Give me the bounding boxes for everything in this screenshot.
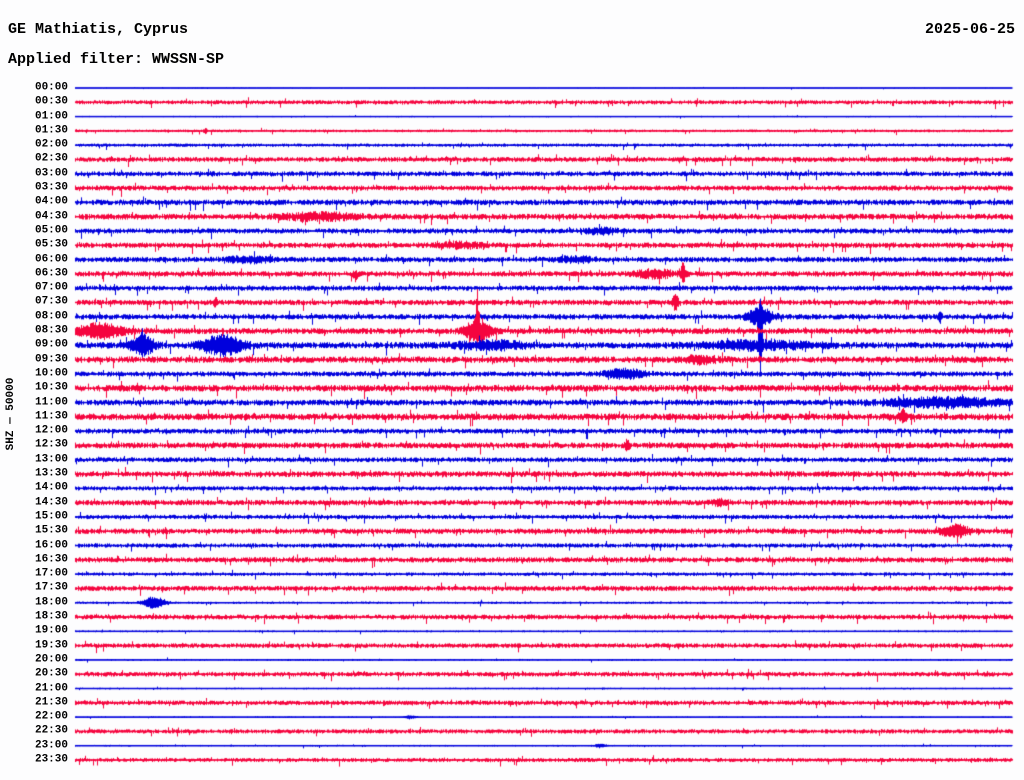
- time-label: 02:00: [34, 138, 68, 151]
- time-label: 06:00: [34, 253, 68, 266]
- time-label: 02:30: [34, 152, 68, 165]
- time-label: 23:30: [34, 753, 68, 766]
- time-label: 04:00: [34, 195, 68, 208]
- time-label: 21:00: [34, 682, 68, 695]
- applied-filter-label: Applied filter: WWSSN-SP: [8, 51, 225, 68]
- time-label: 00:00: [34, 81, 68, 94]
- time-label: 22:00: [34, 710, 68, 723]
- plot-date: 2025-06-25: [924, 21, 1015, 38]
- time-label: 11:00: [34, 396, 68, 409]
- time-label: 14:00: [34, 481, 68, 494]
- time-label: 04:30: [34, 210, 68, 223]
- time-axis-labels: 00:00 00:30 01:00 01:30 02:00 02:30 03:00 03:30…: [0, 0, 70, 780]
- time-label: 21:30: [34, 696, 68, 709]
- time-label: 12:30: [34, 438, 68, 451]
- time-label: 08:30: [34, 324, 68, 337]
- time-label: 16:30: [34, 553, 68, 566]
- time-label: 03:30: [34, 181, 68, 194]
- time-label: 09:30: [34, 353, 68, 366]
- time-label: 05:00: [34, 224, 68, 237]
- time-label: 15:00: [34, 510, 68, 523]
- time-label: 20:00: [34, 653, 68, 666]
- time-label: 19:30: [34, 639, 68, 652]
- time-label: 15:30: [34, 524, 68, 537]
- time-label: 06:30: [34, 267, 68, 280]
- time-label: 08:00: [34, 310, 68, 323]
- time-label: 10:30: [34, 381, 68, 394]
- time-label: 01:30: [34, 124, 68, 137]
- station-title: GE Mathiatis, Cyprus: [8, 21, 189, 38]
- time-label: 10:00: [34, 367, 68, 380]
- time-label: 07:30: [34, 295, 68, 308]
- time-label: 17:00: [34, 567, 68, 580]
- time-label: 19:00: [34, 624, 68, 637]
- time-label: 12:00: [34, 424, 68, 437]
- time-label: 00:30: [34, 95, 68, 108]
- time-label: 18:30: [34, 610, 68, 623]
- time-label: 14:30: [34, 496, 68, 509]
- time-label: 07:00: [34, 281, 68, 294]
- time-label: 01:00: [34, 110, 68, 123]
- time-label: 23:00: [34, 739, 68, 752]
- time-label: 11:30: [34, 410, 68, 423]
- time-label: 20:30: [34, 667, 68, 680]
- time-label: 16:00: [34, 539, 68, 552]
- time-label: 03:00: [34, 167, 68, 180]
- time-label: 22:30: [34, 724, 68, 737]
- time-label: 18:00: [34, 596, 68, 609]
- time-label: 17:30: [34, 581, 68, 594]
- time-label: 13:00: [34, 453, 68, 466]
- time-label: 09:00: [34, 338, 68, 351]
- time-label: 05:30: [34, 238, 68, 251]
- time-label: 13:30: [34, 467, 68, 480]
